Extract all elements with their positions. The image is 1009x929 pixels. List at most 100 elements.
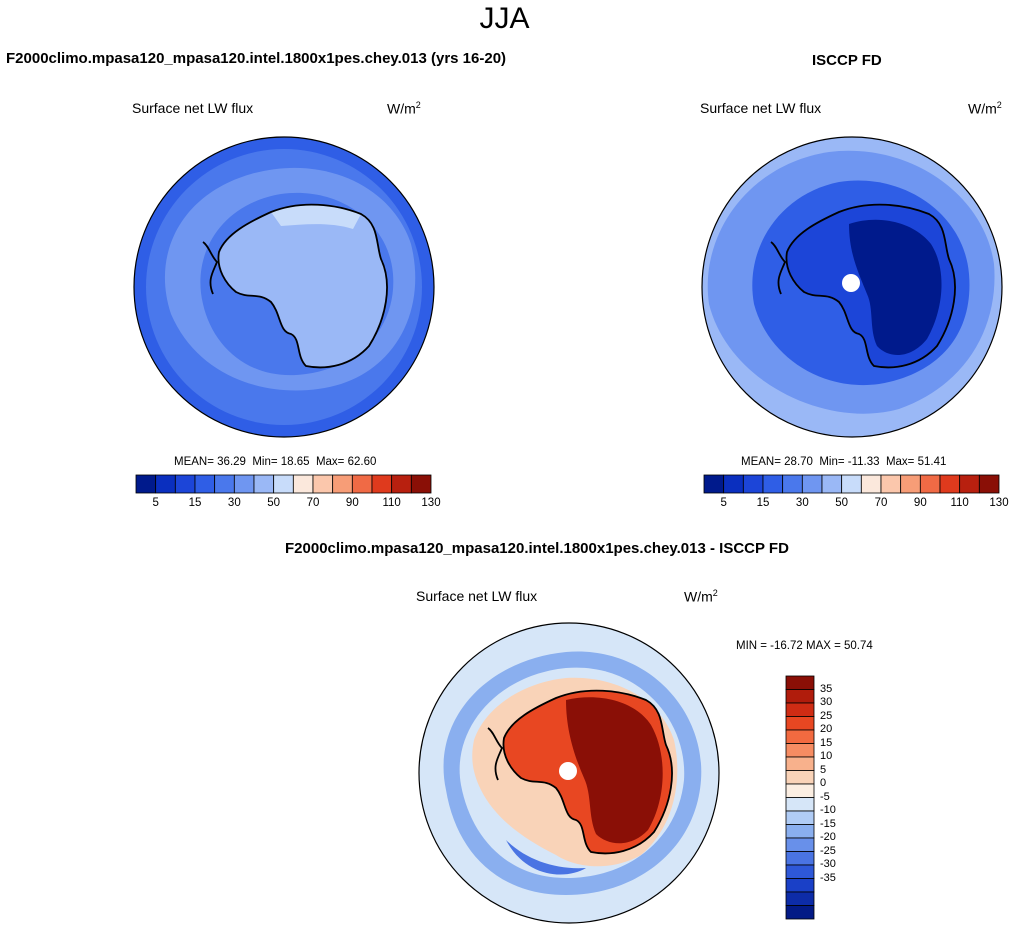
diff-colorbar-swatch: [785, 864, 815, 879]
model-coastline: [202, 203, 388, 369]
panel-diff-heading: F2000climo.mpasa120_mpasa120.intel.1800x…: [285, 540, 789, 557]
obs-colorbar: [703, 474, 1000, 494]
obs-colorbar-swatch: [880, 474, 902, 494]
model-colorbar-tick-label: 70: [306, 497, 320, 509]
obs-colorbar-swatch: [782, 474, 803, 494]
diff-colorbar-swatch: [785, 729, 815, 744]
model-colorbar-swatch: [312, 474, 334, 494]
model-colorbar-swatch: [351, 474, 373, 494]
main-title: JJA: [479, 2, 530, 35]
diff-colorbar-tick-label: -15: [820, 817, 836, 830]
panel-diff-units: W/m2: [684, 588, 718, 605]
diff-ring-dark-patch: [506, 840, 586, 875]
diff-colorbar-tick-label: -5: [820, 790, 830, 803]
diff-colorbar-tick-label: -30: [820, 858, 836, 870]
model-colorbar-tick-label: 90: [345, 497, 359, 509]
obs-colorbar-swatch: [742, 474, 764, 494]
diff-polar-map: [418, 622, 720, 924]
panel-diff-variable: Surface net LW flux: [416, 588, 538, 604]
obs-pole-hole: [842, 274, 860, 292]
obs-colorbar-tick-label: 90: [913, 497, 927, 509]
panel-model-variable: Surface net LW flux: [132, 100, 254, 116]
diff-colorbar-swatch: [785, 837, 815, 852]
obs-colorbar-tick-label: 110: [950, 497, 969, 509]
diff-colorbar-swatch: [785, 810, 815, 825]
diff-colorbar-tick-label: -20: [820, 831, 836, 843]
obs-colorbar-swatch: [821, 474, 843, 494]
model-colorbar-tick-label: 110: [382, 497, 401, 509]
panel-obs-stats: MEAN= 28.70 Min= -11.33 Max= 51.41: [741, 456, 947, 468]
diff-coastline: [487, 689, 673, 855]
model-colorbar-tick-label: 5: [152, 497, 159, 509]
diff-colorbar-swatch: [785, 783, 815, 798]
model-colorbar-swatch: [371, 474, 393, 494]
obs-colorbar-tick-label: 70: [874, 497, 888, 509]
diff-colorbar-swatch: [785, 891, 815, 906]
panel-model-stats: MEAN= 36.29 Min= 18.65 Max= 62.60: [174, 456, 377, 468]
diff-colorbar-tick-label: 35: [820, 682, 833, 695]
panel-diff-stats: MIN = -16.72 MAX = 50.74: [736, 640, 873, 652]
diff-colorbar-swatch: [785, 702, 815, 717]
panel-model-heading: F2000climo.mpasa120_mpasa120.intel.1800x…: [6, 50, 507, 67]
obs-colorbar-swatch: [860, 474, 882, 494]
diff-colorbar-tick-label: 20: [820, 723, 833, 735]
panel-model-units: W/m2: [387, 100, 421, 117]
obs-colorbar-tick-label: 15: [756, 497, 770, 509]
diff-colorbar-swatch: [785, 743, 815, 758]
obs-coastline: [770, 203, 956, 369]
diff-colorbar-tick-label: -10: [820, 804, 836, 816]
model-colorbar-swatch: [332, 474, 353, 494]
model-colorbar-swatch: [292, 474, 314, 494]
model-colorbar-swatch: [214, 474, 235, 494]
diff-colorbar-tick-label: 30: [820, 696, 833, 708]
diff-colorbar-swatch: [785, 756, 815, 771]
diff-colorbar-tick-label: -35: [820, 871, 836, 884]
panel-obs-units: W/m2: [968, 100, 1002, 117]
model-antarctica-land: [218, 204, 388, 368]
panel-obs-heading: ISCCP FD: [812, 52, 882, 69]
model-colorbar-swatch: [391, 474, 412, 494]
diff-colorbar-tick-label: -25: [820, 844, 836, 857]
model-colorbar-swatch: [194, 474, 216, 494]
obs-colorbar-swatch: [939, 474, 961, 494]
obs-colorbar-swatch: [703, 474, 725, 494]
obs-colorbar-swatch: [919, 474, 941, 494]
diff-colorbar-tick-label: 0: [820, 777, 827, 789]
obs-colorbar-swatch: [900, 474, 921, 494]
model-colorbar-tick-label: 130: [421, 497, 441, 509]
obs-colorbar-swatch: [978, 474, 1000, 494]
obs-colorbar-swatch: [723, 474, 744, 494]
diff-colorbar-tick-label: 5: [820, 763, 827, 776]
model-colorbar-swatch: [135, 474, 157, 494]
model-colorbar-tick-label: 30: [227, 497, 241, 509]
model-colorbar-swatch: [273, 474, 294, 494]
diff-colorbar-swatch: [785, 770, 815, 785]
obs-polar-map: [701, 136, 1003, 438]
obs-colorbar-swatch: [801, 474, 823, 494]
diff-colorbar-tick-label: 10: [820, 750, 833, 762]
diff-colorbar: [785, 675, 815, 920]
obs-colorbar-swatch: [959, 474, 980, 494]
diff-colorbar-swatch: [785, 675, 815, 690]
obs-colorbar-swatch: [762, 474, 784, 494]
diff-colorbar-swatch: [785, 878, 815, 893]
model-colorbar-tick-label: 15: [188, 497, 202, 509]
panel-obs-variable: Surface net LW flux: [700, 100, 822, 116]
model-colorbar-swatch: [410, 474, 432, 494]
diff-colorbar-tick-label: 25: [820, 709, 833, 722]
diff-colorbar-swatch: [785, 824, 815, 839]
diff-colorbar-swatch: [785, 689, 815, 704]
obs-colorbar-tick-label: 50: [835, 497, 849, 509]
diff-colorbar-swatch: [785, 716, 815, 731]
obs-colorbar-tick-label: 5: [720, 497, 727, 509]
diff-colorbar-swatch: [785, 851, 815, 866]
obs-antarctica-deep: [849, 219, 942, 356]
obs-colorbar-tick-label: 30: [795, 497, 809, 509]
model-colorbar-tick-label: 50: [267, 497, 281, 509]
model-colorbar-swatch: [155, 474, 176, 494]
model-antarctica-high: [271, 204, 361, 229]
model-colorbar-swatch: [253, 474, 275, 494]
model-polar-map: [133, 136, 435, 438]
model-colorbar: [135, 474, 432, 494]
diff-colorbar-swatch: [785, 797, 815, 812]
